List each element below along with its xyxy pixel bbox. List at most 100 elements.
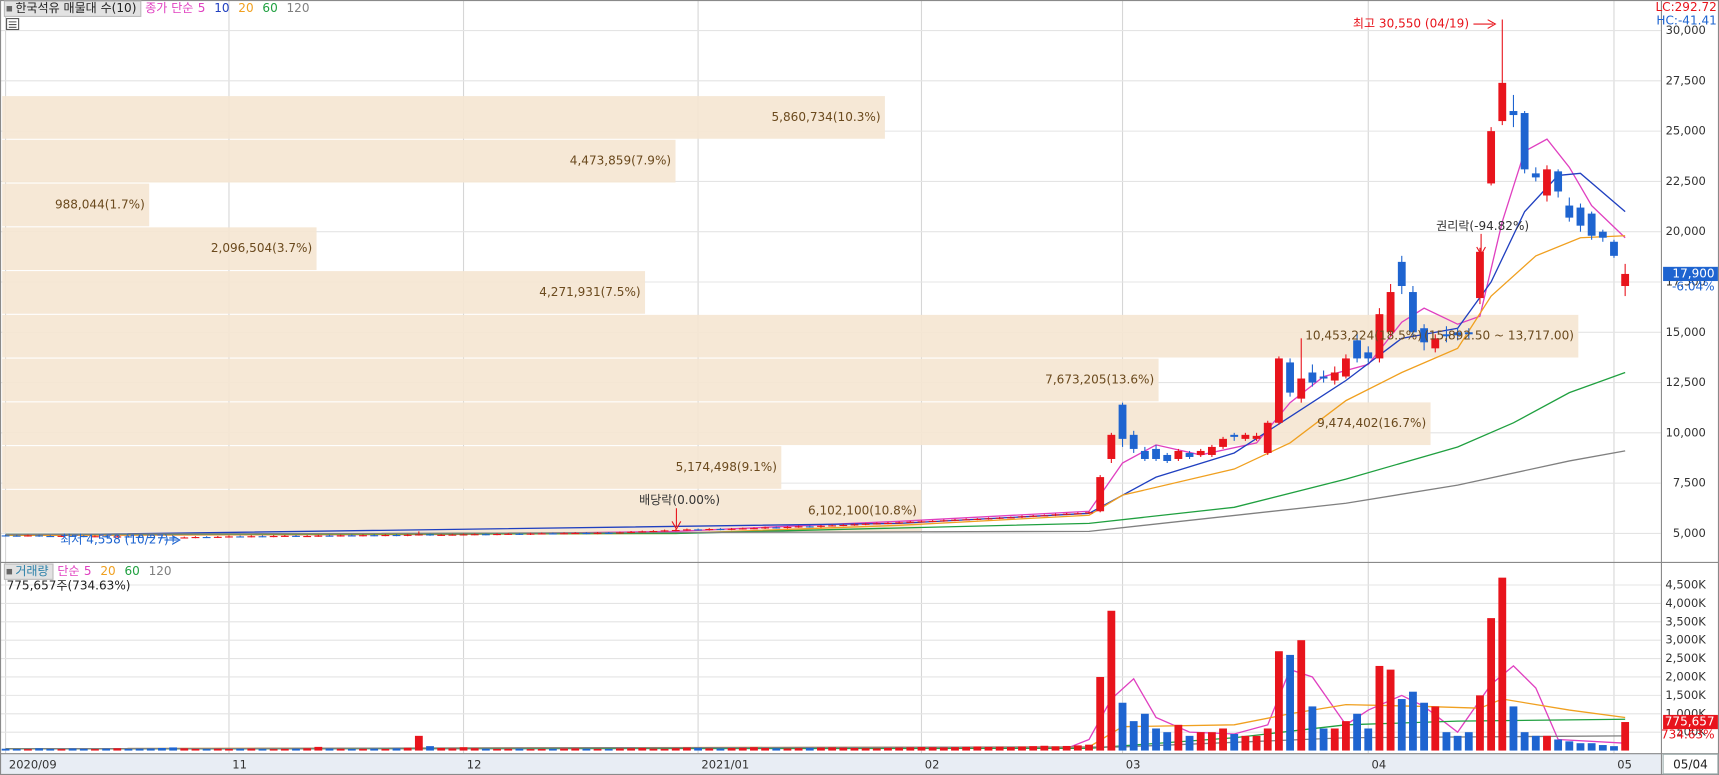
last-volume: 775,657	[1665, 715, 1715, 729]
moving-average-line	[5, 235, 1626, 537]
volume-bar	[1230, 734, 1239, 751]
candle-body	[370, 535, 379, 537]
candle-body	[1018, 516, 1026, 518]
candle-body	[437, 534, 446, 536]
volume-bar	[1375, 665, 1384, 751]
volume-bar	[303, 748, 312, 751]
volume-bar	[962, 746, 971, 751]
volume-bar	[1073, 745, 1082, 751]
volume-bar	[280, 748, 289, 751]
candle-body	[1029, 515, 1038, 517]
volume-bar	[1219, 728, 1227, 751]
x-tick-label: 12	[467, 758, 482, 772]
volume-bar	[35, 748, 44, 751]
volume-bar	[158, 747, 166, 751]
volume-bar	[437, 747, 446, 751]
profile-bar	[2, 446, 782, 489]
volume-bar	[347, 749, 356, 751]
volume-bar	[46, 748, 55, 751]
volume-bar	[1185, 735, 1194, 751]
low-arrow	[164, 535, 181, 545]
candle-body	[314, 535, 323, 537]
candle-body	[928, 520, 937, 523]
volume-bar	[638, 747, 647, 751]
legend-title-box	[3, 0, 142, 17]
candle-body	[995, 517, 1004, 519]
volume-bar	[1174, 724, 1183, 751]
volume-bar	[448, 748, 457, 751]
candle-body	[1386, 292, 1395, 333]
volume-bar	[1029, 746, 1038, 751]
volume-bar	[1554, 739, 1563, 751]
volume-bar	[772, 748, 781, 751]
candle-body	[135, 536, 144, 538]
volume-bar	[615, 748, 624, 751]
volume-bar	[1330, 728, 1339, 751]
volume-bar	[537, 748, 546, 751]
volume-bar	[973, 746, 982, 751]
volume-bar	[1464, 732, 1473, 751]
x-tick-label: 05	[1617, 758, 1632, 772]
volume-bar	[102, 748, 111, 751]
candle-body	[783, 526, 792, 529]
legend-entry: 60	[124, 564, 139, 578]
volume-bar	[12, 749, 21, 751]
volume-bar	[1308, 706, 1317, 751]
volume-bar	[828, 747, 837, 751]
candle-body	[962, 519, 971, 521]
volume-bar	[191, 748, 200, 751]
candle-body	[872, 523, 881, 525]
y-tick-label: 25,000	[1666, 124, 1706, 138]
legend-entry: 5	[84, 564, 92, 578]
candle-body	[347, 535, 356, 537]
settings-icon-lines	[8, 21, 17, 28]
volume-bar	[493, 748, 501, 751]
candle-body	[1554, 171, 1563, 192]
volume-bar	[660, 748, 669, 751]
volume-bar	[861, 748, 870, 751]
candle-body	[526, 533, 535, 535]
volume-bar	[57, 749, 66, 751]
volume-bar	[113, 748, 122, 751]
volume-bar	[1252, 735, 1261, 751]
volume-bar	[1442, 732, 1451, 751]
volume-bar	[984, 746, 993, 751]
volume-bar	[850, 747, 859, 751]
volume-bar	[817, 747, 825, 751]
volume-bar	[135, 748, 144, 751]
volume-bar	[359, 748, 367, 751]
candle-body	[236, 536, 245, 538]
volume-bar	[1565, 741, 1574, 751]
candle-body	[225, 536, 233, 538]
profile-range: (15,892.50 ~ 13,717.00)	[1424, 329, 1574, 343]
profile-label: 10,453,224(18.5%)	[1305, 329, 1422, 343]
candle-body	[939, 520, 948, 522]
volume-bar	[258, 749, 267, 751]
y-tick-label: 20,000	[1666, 224, 1706, 238]
candle-body	[1196, 450, 1205, 455]
volume-bar	[1196, 732, 1205, 751]
last-volume-change: 734.63%	[1661, 728, 1715, 742]
candle-body	[716, 528, 725, 531]
candle-body	[79, 536, 88, 538]
x-tick-label: 2020/09	[9, 758, 57, 772]
volume-bar	[671, 748, 680, 751]
candle-body	[1085, 512, 1093, 514]
volume-bar	[1163, 732, 1172, 751]
volume-bar	[1397, 699, 1406, 751]
volume-bar	[1096, 676, 1105, 751]
profile-bar	[2, 314, 1579, 358]
candle-body	[1185, 452, 1194, 457]
volume-bar	[470, 748, 479, 751]
candle-body	[1152, 448, 1160, 459]
candle-body	[191, 537, 200, 539]
volume-bar	[582, 748, 591, 751]
candle-body	[1531, 173, 1540, 178]
candle-body	[1375, 314, 1384, 359]
volume-bar	[939, 747, 948, 751]
volume-bar	[225, 748, 233, 751]
volume-tick-label: 3,500K	[1665, 614, 1706, 628]
legend-title: 한국석유 매물대 수(10)	[15, 1, 136, 15]
candle-body	[1442, 334, 1451, 337]
